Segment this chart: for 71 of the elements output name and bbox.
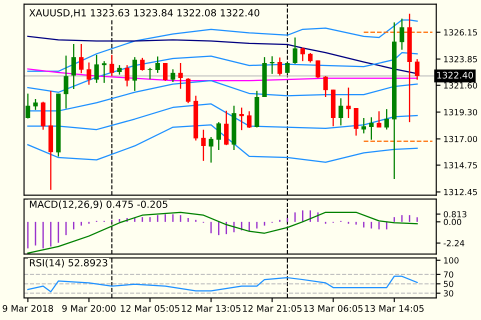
candlestick: [346, 86, 351, 119]
candlestick: [79, 43, 84, 74]
y-tick-label: 100: [444, 257, 459, 264]
candlestick: [71, 43, 76, 90]
candlestick: [323, 75, 328, 98]
y-tick-label: 1312.45: [444, 188, 477, 196]
y-tick-label: 30: [444, 290, 454, 296]
y-tick-label: 1321.60: [444, 82, 478, 89]
candlestick: [400, 18, 404, 50]
y-tick-label: 70: [444, 271, 454, 278]
chart-title: MACD(12,26,9) 0.475 -0.205: [30, 200, 168, 210]
line-series: [27, 124, 418, 163]
y-tick-label: 1314.75: [444, 162, 477, 168]
candlestick: [33, 98, 38, 111]
line-series: [27, 36, 418, 74]
candlestick: [300, 46, 305, 62]
candlestick: [186, 78, 190, 104]
candlestick: [117, 64, 122, 76]
line-series: [27, 212, 418, 254]
candlestick: [308, 52, 313, 64]
chart-title: RSI(14) 52.8923: [30, 258, 108, 268]
candlestick: [208, 136, 214, 164]
candlestick: [178, 62, 183, 90]
candlestick: [354, 107, 358, 136]
candlestick: [140, 57, 145, 72]
y-tick-label: 1326.15: [444, 29, 477, 36]
candlestick: [270, 56, 274, 74]
candlestick: [64, 55, 68, 110]
candlestick: [384, 108, 389, 130]
y-tick-label: 1323.85: [444, 56, 477, 62]
x-tick-label: 12 Mar 21:05: [242, 305, 302, 312]
y-tick-label: 1317.00: [444, 136, 478, 142]
x-tick-label: 9 Mar 2018: [2, 305, 53, 312]
candlestick: [170, 68, 176, 83]
line-series: [27, 19, 418, 72]
candlestick: [361, 117, 366, 134]
candlestick: [124, 64, 130, 87]
candlestick: [162, 62, 168, 82]
candlestick: [338, 98, 344, 126]
x-tick-label: 12 Mar 05:05: [120, 305, 180, 312]
x-tick-label: 13 Mar 06:05: [304, 305, 363, 312]
candlestick: [26, 93, 30, 120]
candlestick: [277, 56, 282, 76]
candlestick: [414, 58, 420, 80]
candlestick: [292, 36, 298, 64]
candlestick: [376, 110, 382, 128]
line-series: [27, 52, 418, 93]
candlestick: [148, 67, 152, 80]
candlestick: [316, 60, 320, 79]
candlestick: [155, 56, 160, 74]
x-tick-label: 13 Mar 14:05: [365, 305, 424, 312]
candlestick: [224, 110, 229, 146]
chart-title: XAUUSD,H1 1323.63 1323.84 1322.08 1322.40: [29, 9, 260, 18]
candlestick: [216, 121, 221, 151]
ref-line-label: 1322.40: [437, 72, 473, 79]
line-series: [27, 103, 418, 130]
candlestick: [40, 101, 46, 130]
x-tick-label: 9 Mar 20:00: [62, 305, 116, 312]
y-tick-label: 1319.30: [444, 109, 478, 116]
candlestick: [86, 62, 92, 86]
candlestick: [246, 110, 252, 129]
candlestick: [94, 54, 99, 84]
x-tick-label: 12 Mar 13:05: [182, 305, 240, 312]
y-tick-label: 0.00: [444, 218, 462, 226]
y-tick-label: 0.813: [444, 211, 466, 218]
line-series: [27, 276, 418, 292]
candlestick: [201, 129, 206, 162]
y-tick-label: 50: [444, 280, 454, 288]
candlestick: [132, 56, 138, 92]
y-tick-label: -2.24: [444, 240, 464, 246]
candlestick: [369, 116, 374, 140]
